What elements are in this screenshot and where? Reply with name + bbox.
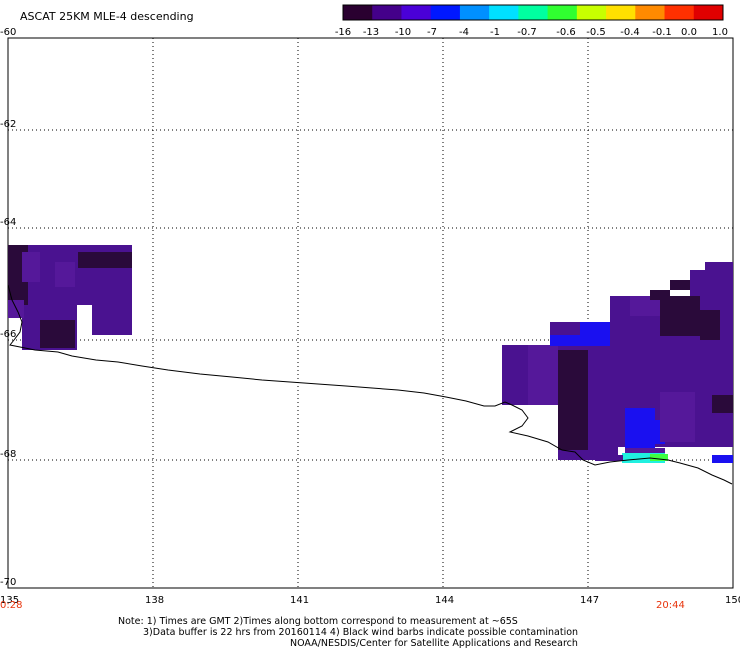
colorbar-tick-label: -10 xyxy=(395,27,411,38)
colorbar-tick-label: -4 xyxy=(459,27,469,38)
colorbar-swatch xyxy=(606,5,636,20)
longitude-label: 144 xyxy=(435,595,454,606)
colorbar-tick-label: 1.0 xyxy=(712,27,728,38)
colorbar-swatch xyxy=(693,5,724,20)
colorbar-tick-label: -16 xyxy=(335,27,351,38)
colorbar xyxy=(342,4,724,21)
longitude-label: 138 xyxy=(145,595,164,606)
colorbar-tick-label: -0.4 xyxy=(620,27,640,38)
longitude-label: 135 xyxy=(0,595,19,606)
swath-cell xyxy=(528,345,558,405)
swath-cell xyxy=(690,270,733,300)
swath-cell xyxy=(78,252,132,268)
longitude-labels: 135 138 141 144 147 150 xyxy=(0,595,740,606)
colorbar-swatch xyxy=(489,5,519,20)
colorbar-labels: -16 -13 -10 -7 -4 -1 -0.7 -0.6 -0.5 -0.4 -0.1 0.0 1.… xyxy=(335,27,728,38)
latitude-label: -68 xyxy=(0,449,16,460)
colorbar-border xyxy=(342,4,724,21)
colorbar-swatch xyxy=(401,5,432,20)
swath-cell xyxy=(650,454,668,461)
longitude-label: 150 xyxy=(725,595,740,606)
swath-cell xyxy=(558,350,588,450)
swath-cell xyxy=(92,305,132,335)
latitude-label: -64 xyxy=(0,217,16,228)
swath-cell xyxy=(55,262,75,287)
colorbar-tick-label: -0.1 xyxy=(652,27,672,38)
swath-cell xyxy=(660,296,700,336)
colorbar-swatch xyxy=(576,5,607,20)
colorbar-tick-label: 0.0 xyxy=(681,27,697,38)
colorbar-swatch xyxy=(518,5,549,20)
latitude-label: -66 xyxy=(0,329,16,340)
colorbar-tick-label: -7 xyxy=(427,27,437,38)
time-left: 0:28 xyxy=(0,600,22,611)
colorbar-swatch xyxy=(459,5,490,20)
colorbar-swatch xyxy=(664,5,695,20)
note-line-1: Note: 1) Times are GMT 2)Times along bot… xyxy=(118,616,518,627)
latitude-label: -62 xyxy=(0,119,16,130)
longitude-label: 141 xyxy=(290,595,309,606)
colorbar-tick-label: -13 xyxy=(363,27,379,38)
colorbar-swatch xyxy=(372,5,402,20)
latitude-labels: -60 -62 -64 -66 -68 -70 xyxy=(0,27,16,588)
time-right: 20:44 xyxy=(656,600,685,611)
swath-cell xyxy=(650,290,670,300)
swath-cell xyxy=(712,395,733,413)
swath-cell xyxy=(625,408,655,448)
latitude-label: -60 xyxy=(0,27,16,38)
colorbar-swatch xyxy=(635,5,666,20)
swath-cell xyxy=(660,392,695,442)
scatterometer-swath xyxy=(8,245,733,463)
swath-cell xyxy=(700,310,720,340)
colorbar-tick-label: -0.5 xyxy=(586,27,606,38)
longitude-label: 147 xyxy=(580,595,599,606)
map-title: ASCAT 25KM MLE-4 descending xyxy=(20,10,194,23)
swath-cell xyxy=(40,320,75,348)
colorbar-swatch xyxy=(547,5,578,20)
swath-cell xyxy=(705,262,733,274)
swath-cell xyxy=(712,455,733,463)
swath-cell xyxy=(595,455,623,461)
swath-cell xyxy=(580,322,610,335)
swath-cell xyxy=(622,453,665,463)
swath-cell xyxy=(22,252,40,282)
swath-cell xyxy=(625,448,665,453)
coastline xyxy=(7,284,733,485)
note-line-3: NOAA/NESDIS/Center for Satellite Applica… xyxy=(290,638,578,649)
colorbar-tick-label: -0.7 xyxy=(517,27,537,38)
note-line-2: 3)Data buffer is 22 hrs from 20160114 4)… xyxy=(143,627,579,638)
colorbar-swatch xyxy=(343,5,373,20)
colorbar-swatch xyxy=(430,5,461,20)
latitude-label: -70 xyxy=(0,577,16,588)
swath-cell xyxy=(670,280,690,290)
swath-cell xyxy=(550,335,610,346)
colorbar-tick-label: -0.6 xyxy=(556,27,576,38)
colorbar-tick-label: -1 xyxy=(490,27,500,38)
